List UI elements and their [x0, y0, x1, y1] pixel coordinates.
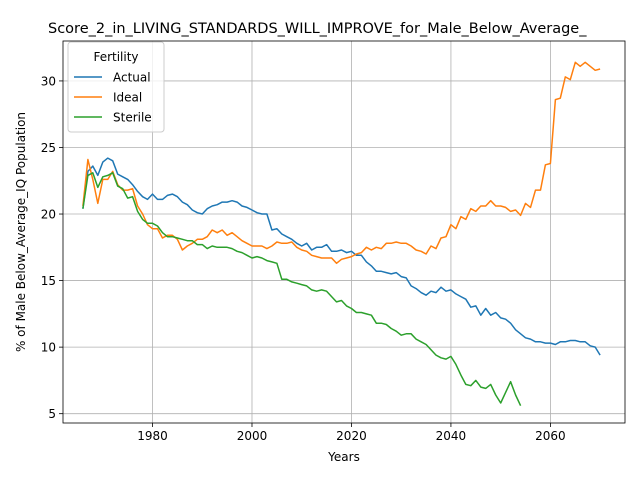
series-lines [82, 61, 601, 407]
legend-items: Actual Ideal Sterile [74, 71, 152, 125]
y-axis-label: % of Male Below_Average_IQ Population [14, 112, 28, 352]
series-line-ideal [82, 61, 601, 265]
x-tick-label: 2040 [436, 429, 467, 443]
gridlines [63, 41, 625, 423]
series-line-actual [82, 157, 601, 356]
y-tick-label: 15 [41, 274, 56, 288]
y-tick-label: 10 [41, 341, 56, 355]
legend-label-ideal: Ideal [113, 91, 142, 105]
x-tick-label: 2020 [336, 429, 367, 443]
y-tick-label: 5 [48, 407, 56, 421]
series-line-sterile [82, 172, 522, 407]
y-tick-label: 25 [41, 141, 56, 155]
x-tick-label: 1980 [137, 429, 168, 443]
y-axis-ticks: 5 10 15 20 25 30 [41, 74, 63, 421]
x-tick-label: 2060 [535, 429, 566, 443]
legend-box [67, 41, 165, 133]
x-axis-ticks: 1980 2000 2020 2040 2060 [137, 423, 566, 443]
plot-area-frame [62, 40, 626, 424]
x-tick-label: 2000 [237, 429, 268, 443]
chart-title: Score_2_in_LIVING_STANDARDS_WILL_IMPROVE… [48, 21, 587, 37]
legend-title: Fertility [93, 50, 138, 64]
x-axis-label: Years [327, 450, 360, 464]
legend-label-actual: Actual [113, 71, 151, 85]
legend: Fertility Actual Ideal Sterile [67, 41, 165, 133]
legend-label-sterile: Sterile [113, 111, 152, 125]
y-tick-label: 30 [41, 74, 56, 88]
y-tick-label: 20 [41, 208, 56, 222]
